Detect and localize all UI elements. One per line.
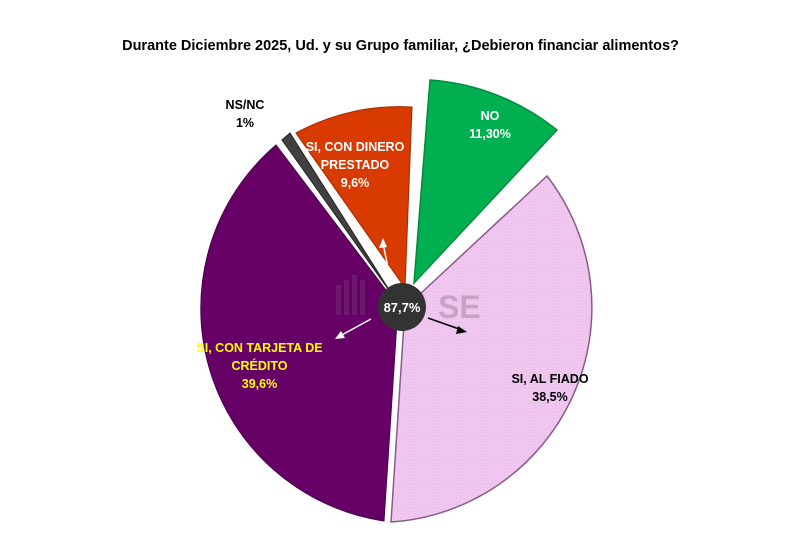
- label-nsnc: NS/NC 1%: [215, 96, 275, 132]
- label-no-value: 11,30%: [469, 127, 511, 141]
- label-fiado: SI, AL FIADO 38,5%: [500, 370, 600, 406]
- slice-fiado[interactable]: [390, 174, 593, 523]
- label-fiado-name: SI, AL FIADO: [511, 372, 589, 386]
- label-tarjeta-name1: SI, CON TARJETA DE: [196, 341, 323, 355]
- label-nsnc-name: NS/NC: [225, 98, 265, 112]
- watermark-text: SE: [438, 289, 481, 325]
- label-tarjeta-name2: CRÉDITO: [231, 359, 288, 373]
- center-label: 87,7%: [384, 300, 421, 315]
- arrows: [335, 238, 467, 339]
- label-dinero-name1: SI, CON DINERO: [305, 140, 405, 154]
- label-tarjeta: SI, CON TARJETA DE CRÉDITO 39,6%: [192, 339, 327, 393]
- slice-tarjeta[interactable]: [200, 144, 399, 522]
- label-nsnc-value: 1%: [235, 116, 255, 130]
- label-dinero: SI, CON DINERO PRESTADO 9,6%: [300, 138, 410, 192]
- slice-nsnc[interactable]: [281, 132, 394, 297]
- label-dinero-name2: PRESTADO: [320, 158, 390, 172]
- label-fiado-value: 38,5%: [532, 390, 568, 404]
- watermark-logo: [336, 275, 365, 315]
- slice-no[interactable]: [413, 79, 559, 286]
- chart-title: Durante Diciembre 2025, Ud. y su Grupo f…: [122, 38, 679, 54]
- label-no-name: NO: [480, 109, 500, 123]
- label-dinero-value: 9,6%: [340, 176, 370, 190]
- label-no: NO 11,30%: [455, 107, 525, 143]
- center-badge: [378, 283, 426, 331]
- label-tarjeta-value: 39,6%: [241, 377, 278, 391]
